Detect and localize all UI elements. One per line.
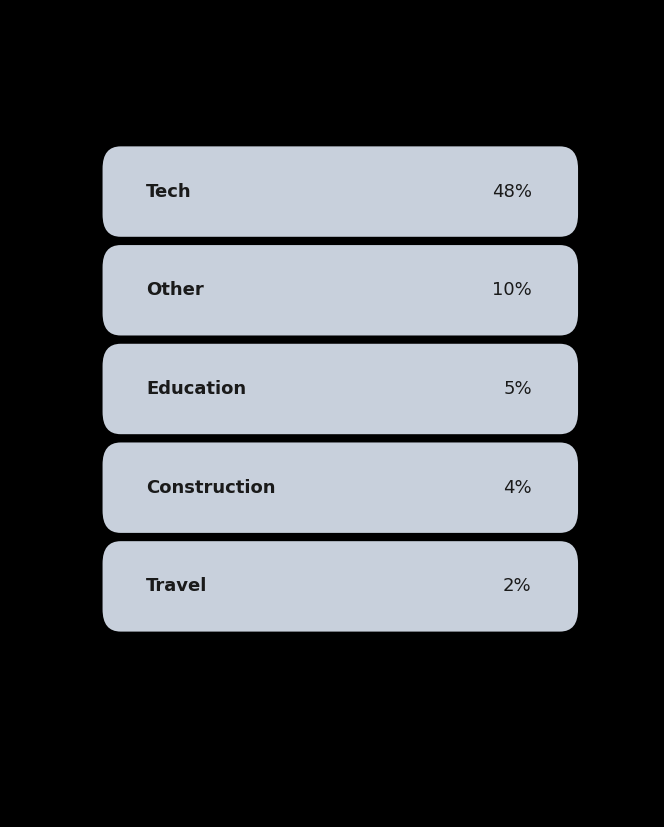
- FancyBboxPatch shape: [102, 344, 578, 434]
- Text: Other: Other: [146, 281, 204, 299]
- FancyBboxPatch shape: [102, 541, 578, 632]
- Text: Construction: Construction: [146, 479, 276, 497]
- Text: Travel: Travel: [146, 577, 208, 595]
- FancyBboxPatch shape: [102, 146, 578, 237]
- Text: 5%: 5%: [503, 380, 532, 398]
- Text: Tech: Tech: [146, 183, 192, 201]
- FancyBboxPatch shape: [102, 442, 578, 533]
- Text: 10%: 10%: [492, 281, 532, 299]
- Text: 2%: 2%: [503, 577, 532, 595]
- Text: 4%: 4%: [503, 479, 532, 497]
- FancyBboxPatch shape: [102, 245, 578, 336]
- Text: Education: Education: [146, 380, 246, 398]
- Text: 48%: 48%: [492, 183, 532, 201]
